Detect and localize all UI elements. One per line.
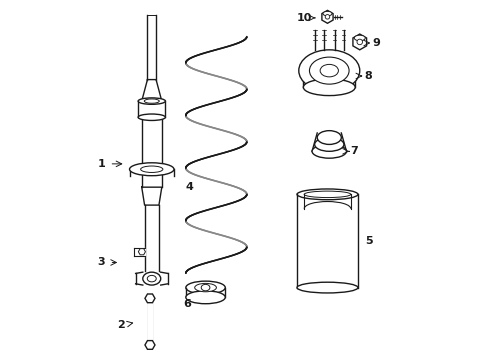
Text: 4: 4 [186, 182, 194, 192]
Ellipse shape [297, 282, 358, 293]
Polygon shape [134, 248, 145, 256]
Ellipse shape [143, 272, 161, 285]
Polygon shape [148, 303, 152, 341]
Polygon shape [142, 187, 162, 205]
Ellipse shape [310, 57, 349, 84]
Ellipse shape [299, 50, 360, 91]
Polygon shape [161, 272, 168, 285]
Text: 3: 3 [98, 257, 105, 267]
Text: 7: 7 [350, 146, 358, 156]
Ellipse shape [147, 275, 156, 282]
Ellipse shape [323, 12, 332, 16]
Text: 2: 2 [118, 320, 125, 330]
Ellipse shape [195, 283, 217, 292]
Ellipse shape [144, 99, 159, 103]
Ellipse shape [317, 131, 342, 144]
Ellipse shape [201, 284, 210, 291]
Text: 8: 8 [365, 71, 372, 81]
Polygon shape [142, 117, 162, 187]
Ellipse shape [304, 191, 351, 198]
Ellipse shape [354, 35, 365, 41]
Polygon shape [147, 15, 156, 80]
Text: 10: 10 [296, 13, 312, 23]
Ellipse shape [138, 98, 166, 104]
Ellipse shape [320, 64, 339, 77]
Text: 6: 6 [184, 299, 192, 309]
Text: 1: 1 [98, 159, 105, 169]
Polygon shape [142, 80, 162, 101]
Ellipse shape [141, 166, 163, 172]
Ellipse shape [186, 281, 225, 294]
Text: 9: 9 [372, 38, 380, 48]
Polygon shape [145, 205, 159, 271]
Circle shape [357, 39, 363, 45]
Ellipse shape [315, 138, 344, 151]
Ellipse shape [297, 189, 358, 200]
Ellipse shape [186, 291, 225, 304]
Text: 5: 5 [365, 236, 372, 246]
Polygon shape [136, 272, 143, 285]
Circle shape [325, 14, 330, 19]
Ellipse shape [312, 144, 346, 158]
Ellipse shape [303, 79, 355, 96]
Ellipse shape [129, 163, 174, 176]
Ellipse shape [138, 114, 166, 121]
